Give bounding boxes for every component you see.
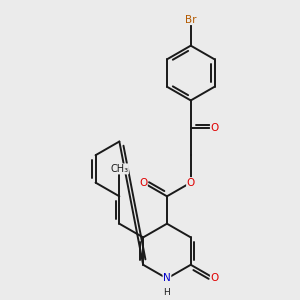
Text: CH₃: CH₃: [110, 164, 128, 174]
Text: O: O: [210, 123, 219, 133]
Text: O: O: [187, 178, 195, 188]
Text: O: O: [139, 178, 147, 188]
Text: Br: Br: [185, 15, 196, 25]
Text: O: O: [210, 274, 219, 284]
Text: H: H: [164, 288, 170, 297]
Text: N: N: [163, 274, 171, 284]
